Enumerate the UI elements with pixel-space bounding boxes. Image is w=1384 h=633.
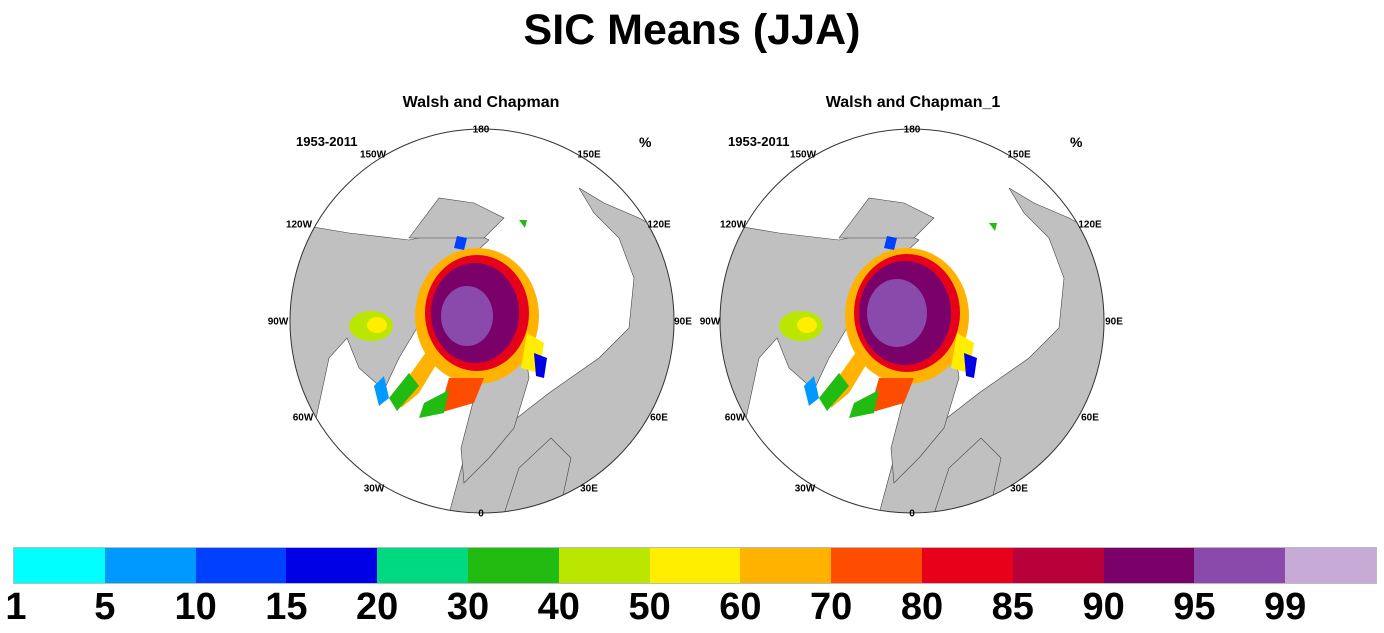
- ice-okhotsk-right: [989, 223, 997, 231]
- colorbar-tick-label: 30: [446, 586, 490, 628]
- colorbar-segment: [1103, 548, 1195, 583]
- lon-label: 60E: [1081, 412, 1099, 424]
- land-alaska: [838, 197, 935, 239]
- ice-edge-blue2-left: [534, 353, 547, 378]
- lon-label: 0: [478, 508, 484, 520]
- colorbar-segment: [921, 548, 1013, 583]
- period-label-right: 1953-2011: [728, 134, 790, 149]
- lon-label: 30W: [363, 483, 385, 495]
- lon-label: 30E: [580, 483, 598, 495]
- ice-edge-blue-left: [374, 376, 389, 406]
- lon-label: 30E: [1010, 483, 1028, 495]
- lon-label: 150E: [577, 149, 601, 161]
- ice-greenland-sea-left: [439, 378, 484, 413]
- ice-hudson2-right: [797, 317, 817, 333]
- colorbar-tick-label: 50: [628, 586, 671, 628]
- lon-label: 30W: [794, 483, 816, 495]
- ice-core-left: [441, 286, 493, 346]
- ice-edge-blue2-right: [964, 353, 977, 378]
- colorbar-tick-label: 85: [991, 586, 1034, 628]
- lon-label: 120W: [719, 219, 747, 231]
- unit-label-left: %: [639, 134, 652, 150]
- colorbar-tick-label: 99: [1264, 586, 1307, 628]
- lon-label: 90W: [267, 316, 289, 328]
- lon-label: 150E: [1007, 149, 1031, 161]
- colorbar-segment: [14, 548, 105, 583]
- colorbar-segment: [286, 548, 378, 583]
- main-title: SIC Means (JJA): [523, 6, 861, 54]
- colorbar-segment: [377, 548, 468, 583]
- colorbar-tick-label: 15: [265, 586, 308, 628]
- lon-label: 150W: [359, 149, 387, 161]
- panel-title-right: Walsh and Chapman_1: [825, 94, 1001, 111]
- lon-label: 150W: [789, 149, 817, 161]
- ice-bering-left: [454, 236, 467, 250]
- colorbar-tick-label: 60: [719, 586, 762, 628]
- colorbar-tick-label: 70: [810, 586, 853, 628]
- colorbar-tick-label: 90: [1082, 586, 1125, 628]
- colorbar-tick-label: 10: [174, 586, 217, 628]
- period-label-left: 1953-2011: [296, 134, 358, 149]
- lon-label: 90W: [699, 316, 721, 328]
- colorbar-segment: [1194, 548, 1286, 583]
- colorbar-tick-label: 80: [900, 586, 944, 628]
- lon-label: 120W: [285, 219, 313, 231]
- ice-core-right: [867, 279, 927, 347]
- lon-label: 120E: [647, 219, 671, 231]
- lon-label: 90E: [1105, 316, 1123, 328]
- colorbar-segment: [831, 548, 922, 583]
- colorbar-segment: [1285, 548, 1376, 583]
- lon-label: 60E: [650, 412, 668, 424]
- lon-label: 180: [903, 124, 921, 136]
- land-scandinavia: [933, 437, 1002, 513]
- ice-east-green-right: [849, 390, 879, 418]
- ice-greenland-sea-right: [869, 378, 914, 413]
- unit-label-right: %: [1070, 134, 1083, 150]
- ice-east-green-left: [419, 390, 449, 418]
- polar-map-left: [289, 128, 675, 514]
- lon-label: 60W: [292, 412, 314, 424]
- land-alaska: [408, 197, 505, 239]
- colorbar-segment: [740, 548, 832, 583]
- colorbar-segment: [467, 548, 559, 583]
- ice-okhotsk-left: [519, 220, 527, 228]
- ice-hudson2-left: [367, 317, 387, 333]
- lon-label: 60W: [724, 412, 746, 424]
- lon-label: 180: [472, 124, 490, 136]
- ice-edge-blue-right: [804, 376, 819, 406]
- polar-map-right: [719, 128, 1105, 514]
- colorbar-tick-label: 5: [94, 586, 116, 628]
- lon-label: 0: [909, 508, 915, 520]
- colorbar-tick-label: 1: [5, 586, 27, 628]
- colorbar-segment: [558, 548, 650, 583]
- ice-bering-right: [884, 236, 897, 250]
- colorbar-tick-label: 20: [356, 586, 399, 628]
- colorbar-segment: [649, 548, 741, 583]
- colorbar-segment: [1012, 548, 1104, 583]
- ice-labrador-left: [389, 373, 419, 411]
- lon-label: 90E: [674, 316, 692, 328]
- land-scandinavia: [503, 437, 572, 513]
- ice-labrador-right: [819, 373, 849, 411]
- colorbar-tick-label: 40: [537, 586, 580, 628]
- colorbar-segment: [104, 548, 196, 583]
- colorbar-segment: [195, 548, 287, 583]
- panel-title-left: Walsh and Chapman: [402, 94, 560, 111]
- colorbar: [13, 547, 1377, 584]
- colorbar-tick-label: 95: [1173, 586, 1216, 628]
- lon-label: 120E: [1078, 219, 1102, 231]
